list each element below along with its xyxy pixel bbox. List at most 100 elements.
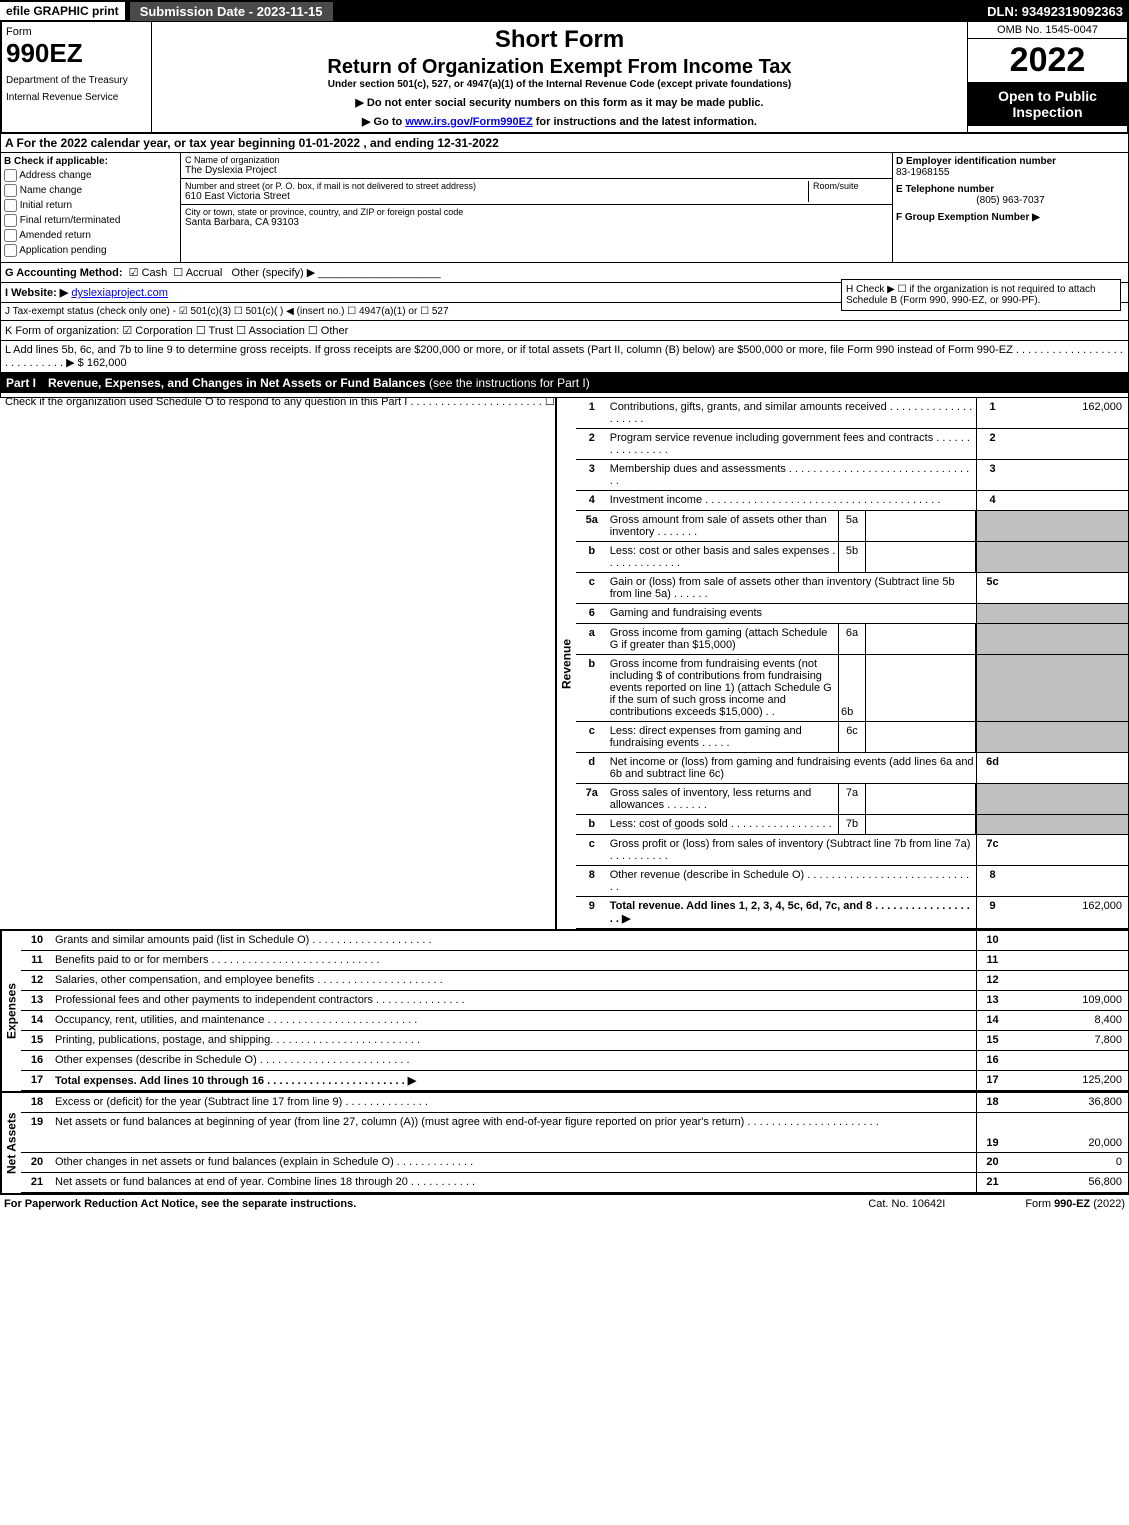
side-label-expenses: Expenses: [1, 931, 21, 1091]
form-ref: Form 990-EZ (2022): [1025, 1198, 1125, 1210]
line-17: 17Total expenses. Add lines 10 through 1…: [21, 1071, 1128, 1091]
line-21-value: 56,800: [1008, 1173, 1128, 1192]
org-name: The Dyslexia Project: [185, 165, 888, 176]
line-7b: bLess: cost of goods sold . . . . . . . …: [576, 815, 1128, 835]
street-row: Number and street (or P. O. box, if mail…: [181, 179, 892, 205]
header-center: Short Form Return of Organization Exempt…: [152, 22, 967, 132]
line-20: 20Other changes in net assets or fund ba…: [21, 1153, 1128, 1173]
group-exemption-label: F Group Exemption Number ▶: [896, 212, 1125, 223]
subtitle-under: Under section 501(c), 527, or 4947(a)(1)…: [156, 79, 963, 90]
org-name-row: C Name of organization The Dyslexia Proj…: [181, 153, 892, 179]
check-name-change[interactable]: Name change: [4, 184, 177, 197]
ein-label: D Employer identification number: [896, 156, 1125, 167]
part-1-label: Part I: [6, 376, 36, 390]
line-16: 16Other expenses (describe in Schedule O…: [21, 1051, 1128, 1071]
check-amended-return[interactable]: Amended return: [4, 229, 177, 242]
dept-irs: Internal Revenue Service: [6, 92, 147, 103]
form-word: Form: [6, 26, 147, 38]
line-13-value: 109,000: [1008, 991, 1128, 1010]
omb-number: OMB No. 1545-0047: [968, 22, 1127, 39]
room-suite-label: Room/suite: [813, 181, 888, 191]
line-1: 1Contributions, gifts, grants, and simil…: [576, 398, 1128, 429]
line-h: H Check ▶ ☐ if the organization is not r…: [841, 279, 1121, 311]
website-link[interactable]: dyslexiaproject.com: [71, 287, 168, 299]
gross-receipts-value: 162,000: [87, 357, 127, 369]
side-label-revenue: Revenue: [556, 398, 576, 929]
column-d: D Employer identification number 83-1968…: [893, 153, 1128, 262]
line-11: 11Benefits paid to or for members . . . …: [21, 951, 1128, 971]
telephone-value: (805) 963-7037: [896, 195, 1125, 206]
line-12: 12Salaries, other compensation, and empl…: [21, 971, 1128, 991]
top-bar: efile GRAPHIC print Submission Date - 20…: [0, 0, 1129, 22]
info-grid: B Check if applicable: Address change Na…: [0, 153, 1129, 263]
net-assets-section: Net Assets 18Excess or (deficit) for the…: [0, 1091, 1129, 1194]
open-to-public: Open to Public Inspection: [968, 82, 1127, 126]
check-application-pending[interactable]: Application pending: [4, 244, 177, 257]
line-6: 6Gaming and fundraising events: [576, 604, 1128, 624]
revenue-section: Revenue 1Contributions, gifts, grants, a…: [555, 398, 1129, 929]
line-15: 15Printing, publications, postage, and s…: [21, 1031, 1128, 1051]
form-header: Form 990EZ Department of the Treasury In…: [0, 22, 1129, 134]
line-18-value: 36,800: [1008, 1093, 1128, 1112]
line-8: 8Other revenue (describe in Schedule O) …: [576, 866, 1128, 897]
header-right: OMB No. 1545-0047 2022 Open to Public In…: [967, 22, 1127, 132]
line-18: 18Excess or (deficit) for the year (Subt…: [21, 1093, 1128, 1113]
submission-date: Submission Date - 2023-11-15: [129, 1, 334, 22]
check-initial-return[interactable]: Initial return: [4, 199, 177, 212]
city-state-zip: Santa Barbara, CA 93103: [185, 217, 888, 228]
column-b: B Check if applicable: Address change Na…: [1, 153, 181, 262]
line-1-value: 162,000: [1008, 398, 1128, 428]
line-4: 4Investment income . . . . . . . . . . .…: [576, 491, 1128, 511]
line-l: L Add lines 5b, 6c, and 7b to line 9 to …: [0, 341, 1129, 373]
notice-donot: ▶ Do not enter social security numbers o…: [156, 96, 963, 109]
header-left: Form 990EZ Department of the Treasury In…: [2, 22, 152, 132]
line-7c: cGross profit or (loss) from sales of in…: [576, 835, 1128, 866]
line-k: K Form of organization: ☑ Corporation ☐ …: [0, 321, 1129, 341]
column-c: C Name of organization The Dyslexia Proj…: [181, 153, 893, 262]
line-19: 19Net assets or fund balances at beginni…: [21, 1113, 1128, 1153]
catalog-number: Cat. No. 10642I: [868, 1198, 945, 1210]
line-9-value: 162,000: [1008, 897, 1128, 928]
line-20-value: 0: [1008, 1153, 1128, 1172]
check-final-return[interactable]: Final return/terminated: [4, 214, 177, 227]
line-2: 2Program service revenue including gover…: [576, 429, 1128, 460]
line-3: 3Membership dues and assessments . . . .…: [576, 460, 1128, 491]
title-short-form: Short Form: [156, 26, 963, 54]
line-5a: 5aGross amount from sale of assets other…: [576, 511, 1128, 542]
section-a: A For the 2022 calendar year, or tax yea…: [0, 134, 1129, 153]
line-5b: bLess: cost or other basis and sales exp…: [576, 542, 1128, 573]
irs-link[interactable]: www.irs.gov/Form990EZ: [405, 116, 532, 128]
telephone-label: E Telephone number: [896, 184, 1125, 195]
line-15-value: 7,800: [1008, 1031, 1128, 1050]
page-footer: For Paperwork Reduction Act Notice, see …: [0, 1194, 1129, 1213]
line-17-value: 125,200: [1008, 1071, 1128, 1090]
check-address-change[interactable]: Address change: [4, 169, 177, 182]
ein-value: 83-1968155: [896, 167, 1125, 178]
street-address: 610 East Victoria Street: [185, 191, 808, 202]
efile-label[interactable]: efile GRAPHIC print: [0, 2, 125, 20]
col-b-header: B Check if applicable:: [4, 156, 177, 167]
expenses-section: Expenses 10Grants and similar amounts pa…: [0, 929, 1129, 1091]
line-21: 21Net assets or fund balances at end of …: [21, 1173, 1128, 1193]
title-return: Return of Organization Exempt From Incom…: [156, 56, 963, 79]
line-9: 9Total revenue. Add lines 1, 2, 3, 4, 5c…: [576, 897, 1128, 929]
city-row: City or town, state or province, country…: [181, 205, 892, 230]
line-6a: aGross income from gaming (attach Schedu…: [576, 624, 1128, 655]
line-5c: cGain or (loss) from sale of assets othe…: [576, 573, 1128, 604]
tax-year: 2022: [968, 39, 1127, 82]
line-14-value: 8,400: [1008, 1011, 1128, 1030]
line-10: 10Grants and similar amounts paid (list …: [21, 931, 1128, 951]
line-13: 13Professional fees and other payments t…: [21, 991, 1128, 1011]
line-19-value: 20,000: [1008, 1113, 1128, 1152]
line-g: G Accounting Method: ☑ Cash ☐ Accrual Ot…: [0, 263, 1129, 283]
dept-treasury: Department of the Treasury: [6, 75, 147, 86]
dln-label: DLN: 93492319092363: [987, 4, 1129, 19]
line-6b: bGross income from fundraising events (n…: [576, 655, 1128, 722]
part-1-header: Part I Revenue, Expenses, and Changes in…: [0, 373, 1129, 393]
notice-goto: ▶ Go to www.irs.gov/Form990EZ for instru…: [156, 115, 963, 128]
form-number: 990EZ: [6, 38, 147, 69]
line-7a: 7aGross sales of inventory, less returns…: [576, 784, 1128, 815]
side-label-net-assets: Net Assets: [1, 1093, 21, 1193]
paperwork-notice: For Paperwork Reduction Act Notice, see …: [4, 1198, 356, 1210]
line-14: 14Occupancy, rent, utilities, and mainte…: [21, 1011, 1128, 1031]
